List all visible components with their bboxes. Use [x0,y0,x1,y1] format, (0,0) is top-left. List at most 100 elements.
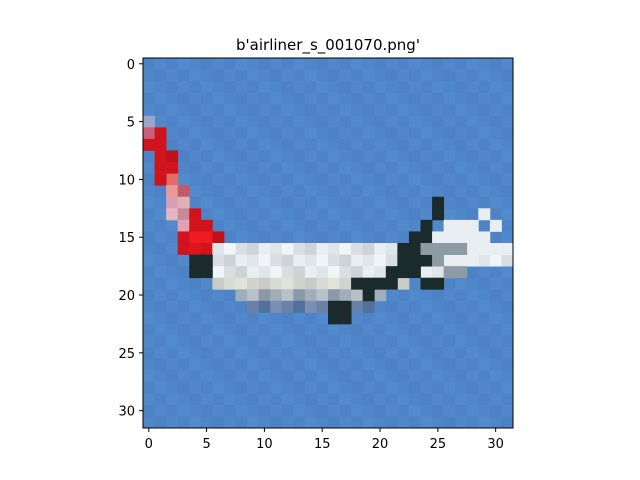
image-pixel [362,104,375,117]
image-pixel [489,150,502,163]
image-pixel [443,196,456,209]
image-pixel [143,289,155,302]
image-pixel [247,115,260,128]
image-pixel [154,323,167,336]
image-pixel [293,219,306,232]
image-pixel [223,300,236,313]
image-pixel [258,335,271,348]
image-pixel [328,138,340,151]
image-pixel [466,115,479,128]
image-pixel [501,173,514,186]
image-pixel [408,300,421,313]
image-pixel [258,69,271,82]
image-pixel [489,254,502,267]
image-pixel [235,370,248,383]
image-pixel [304,323,317,336]
image-pixel [200,243,213,255]
image-pixel [385,196,398,209]
image-pixel [258,266,271,279]
image-pixel [455,115,468,128]
image-pixel [235,196,248,209]
image-pixel [397,104,410,117]
image-pixel [351,162,364,175]
image-pixel [212,254,225,267]
image-pixel [235,185,248,198]
image-pixel [408,404,421,417]
image-pixel [432,277,445,290]
image-pixel [385,69,398,82]
image-pixel [362,312,375,325]
image-pixel [362,231,375,244]
image-pixel [189,323,202,336]
image-pixel [397,150,410,163]
image-pixel [293,104,306,117]
image-pixel [177,243,190,255]
image-pixel [385,266,398,279]
image-pixel [200,150,213,163]
image-pixel [385,104,398,117]
image-pixel [143,81,155,94]
image-pixel [189,69,202,82]
image-pixel [223,266,236,279]
y-tick-label: 30 [118,405,135,420]
image-pixel [432,185,445,198]
image-pixel [408,266,421,279]
image-pixel [432,289,445,302]
image-pixel [270,196,283,209]
image-pixel [385,127,398,140]
x-tick-label: 20 [372,437,389,452]
image-pixel [489,404,502,417]
image-pixel [281,219,294,232]
image-pixel [466,219,479,232]
image-pixel [339,150,352,163]
image-pixel [385,185,398,198]
image-pixel [189,312,202,325]
image-pixel [489,231,502,244]
image-pixel [293,138,306,151]
axes-frame [142,57,514,429]
image-pixel [200,381,213,394]
image-pixel [235,358,248,371]
image-pixel [235,347,248,360]
image-pixel [420,196,433,209]
image-pixel [432,300,445,313]
image-pixel [293,289,306,302]
image-pixel [489,300,502,313]
image-pixel [316,347,329,360]
image-pixel [177,289,190,302]
image-pixel [177,335,190,348]
image-pixel [200,104,213,117]
image-pixel [247,58,260,70]
image-pixel [154,115,167,128]
image-pixel [374,277,387,290]
image-pixel [374,393,387,406]
image-pixel [270,69,283,82]
image-pixel [455,289,468,302]
image-pixel [166,347,179,360]
image-pixel [166,335,179,348]
image-pixel [281,115,294,128]
image-pixel [489,127,502,140]
image-pixel [143,393,155,406]
image-pixel [189,81,202,94]
image-pixel [455,92,468,105]
image-pixel [408,416,421,429]
image-pixel [235,300,248,313]
image-pixel [154,104,167,117]
image-pixel [258,58,271,70]
image-pixel [397,289,410,302]
image-pixel [328,393,340,406]
image-pixel [397,138,410,151]
image-pixel [166,312,179,325]
image-pixel [212,312,225,325]
image-pixel [466,335,479,348]
image-pixel [247,196,260,209]
image-pixel [212,231,225,244]
x-tick-label: 0 [145,437,153,452]
image-pixel [478,277,491,290]
image-pixel [443,115,456,128]
image-pixel [455,104,468,117]
image-pixel [443,127,456,140]
image-pixel [432,323,445,336]
image-pixel [362,243,375,255]
